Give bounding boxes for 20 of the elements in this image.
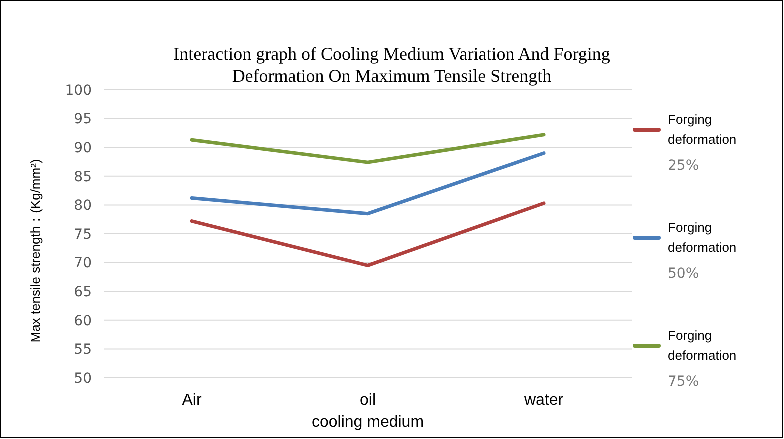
y-tick-label: 90: [74, 140, 92, 156]
x-axis-title: cooling medium: [312, 414, 424, 431]
y-tick-label: 65: [74, 284, 92, 300]
y-tick-label: 100: [65, 82, 92, 99]
x-tick-label: water: [523, 392, 564, 409]
y-tick-label: 50: [74, 370, 92, 387]
y-tick-label: 70: [74, 256, 92, 272]
y-tick-label: 95: [74, 112, 92, 128]
x-tick-label: Air: [182, 392, 202, 409]
y-tick-label: 55: [74, 342, 92, 358]
legend-label: Forging deformation 50%: [668, 220, 740, 282]
y-tick-label: 80: [74, 198, 92, 214]
y-axis-title: Max tensile strength：(Kg/mm²): [28, 159, 43, 343]
y-tick-label: 75: [74, 226, 92, 243]
y-tick-label: 60: [74, 313, 92, 330]
x-tick-label: oil: [360, 392, 376, 409]
legend-label: Forging deformation 25%: [668, 112, 740, 174]
y-tick-label: 85: [74, 169, 92, 186]
legend-label: Forging deformation 75%: [668, 328, 740, 390]
chart-title: Interaction graph of Cooling Medium Variation And Forging Deformation On Maximum Tensile Strength: [174, 44, 610, 86]
